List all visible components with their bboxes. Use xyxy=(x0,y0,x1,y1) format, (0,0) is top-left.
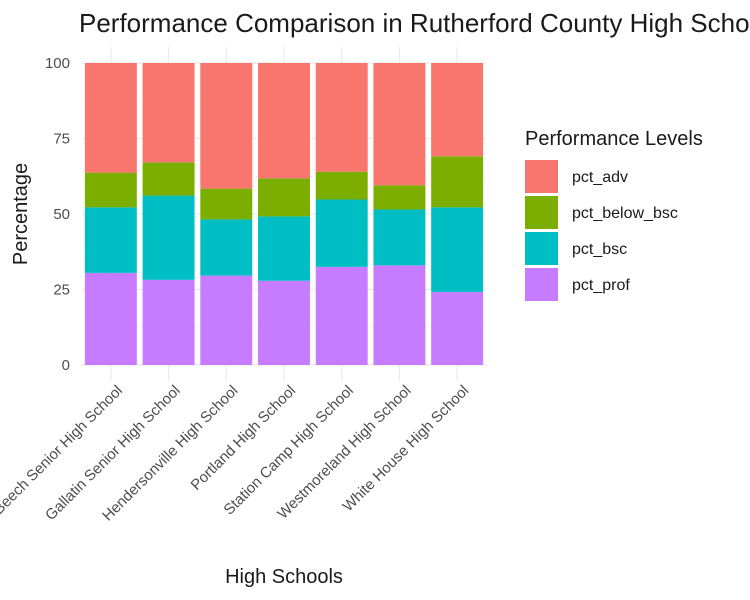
y-axis-title: Percentage xyxy=(10,163,32,265)
bar-segment-pct_below_bsc xyxy=(315,171,368,200)
x-axis-title: High Schools xyxy=(225,566,343,588)
legend-label: pct_below_bsc xyxy=(572,205,678,222)
bar-segment-pct_adv xyxy=(200,63,253,189)
bar-segment-pct_bsc xyxy=(431,207,484,292)
legend: Performance Levels pct_adv pct_below_bscp… xyxy=(525,128,703,301)
legend-title: Performance Levels xyxy=(525,128,703,150)
bar-segment-pct_prof xyxy=(142,279,195,365)
legend-swatch-pct_below_bsc xyxy=(525,196,558,229)
bar-segment-pct_below_bsc xyxy=(431,156,484,208)
bar-segment-pct_below_bsc xyxy=(373,185,426,210)
bar-segment-pct_prof xyxy=(200,275,253,365)
legend-label: pct_prof xyxy=(572,277,630,294)
bar-segment-pct_bsc xyxy=(200,219,253,276)
bar-segment-pct_below_bsc xyxy=(142,162,195,196)
bars xyxy=(84,63,484,365)
bar-segment-pct_bsc xyxy=(373,209,426,266)
chart-title: Performance Comparison in Rutherford Cou… xyxy=(79,8,750,38)
y-tick-label: 50 xyxy=(53,206,70,223)
bar-segment-pct_prof xyxy=(258,280,310,365)
x-tick-label: Portland High School xyxy=(188,382,300,494)
bar-segment-pct_bsc xyxy=(84,207,137,273)
legend-swatch-pct_adv xyxy=(525,160,558,193)
bar-segment-pct_adv xyxy=(258,63,310,179)
bar-segment-pct_adv xyxy=(373,63,426,186)
bar-segment-pct_adv xyxy=(84,63,137,173)
bar-segment-pct_bsc xyxy=(142,195,195,280)
y-tick-label: 25 xyxy=(53,282,70,299)
bar-segment-pct_prof xyxy=(84,272,137,365)
bar-segment-pct_bsc xyxy=(258,216,310,281)
bar-segment-pct_below_bsc xyxy=(258,178,310,217)
legend-swatch-pct_bsc xyxy=(525,232,558,265)
y-tick-label: 75 xyxy=(53,131,70,148)
bar-segment-pct_below_bsc xyxy=(84,172,137,208)
bar-segment-pct_prof xyxy=(373,265,426,365)
y-tick-labels: 0 25 50 75 100 xyxy=(45,55,70,374)
y-tick-label: 100 xyxy=(45,55,70,72)
bar-segment-pct_prof xyxy=(315,266,368,365)
bar-segment-pct_adv xyxy=(315,63,368,172)
legend-swatch-pct_prof xyxy=(525,268,558,301)
bar-segment-pct_prof xyxy=(431,291,484,365)
bar-segment-pct_adv xyxy=(142,63,195,163)
y-tick-label: 0 xyxy=(62,357,70,374)
legend-label: pct_adv xyxy=(572,169,628,186)
legend-label: pct_bsc xyxy=(572,241,627,258)
bar-segment-pct_adv xyxy=(431,63,484,157)
bar-segment-pct_bsc xyxy=(315,199,368,267)
bar-segment-pct_below_bsc xyxy=(200,188,253,220)
